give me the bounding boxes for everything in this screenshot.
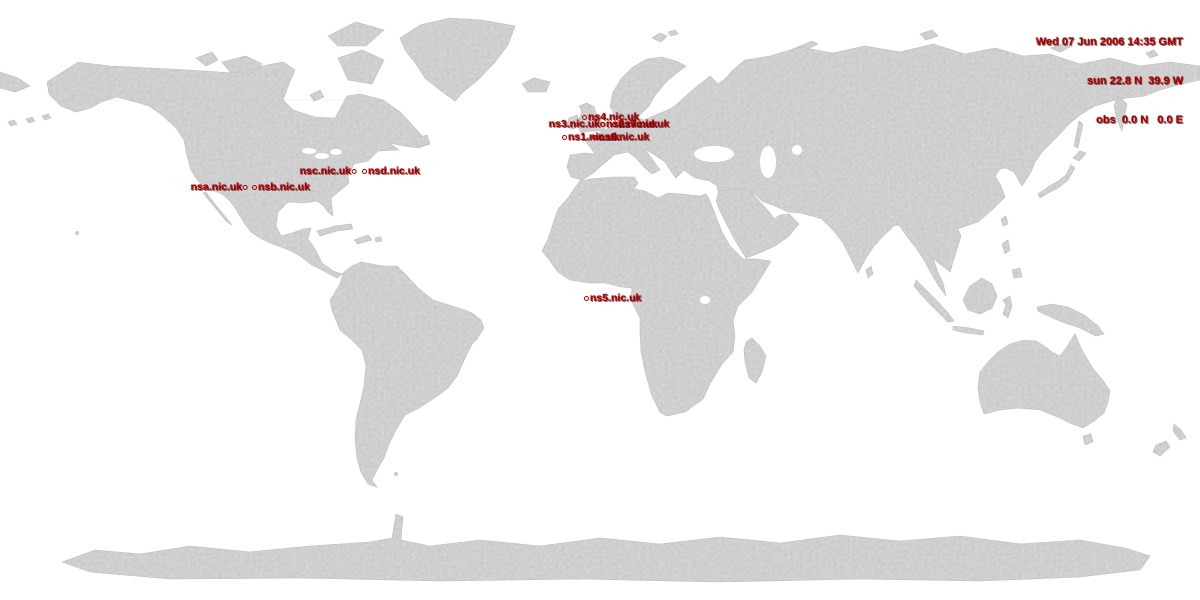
marker-label: ns7.nic.uk — [618, 118, 670, 130]
marker-dot-icon — [582, 114, 587, 120]
marker-dot-icon — [612, 121, 617, 127]
marker-dot-icon — [362, 168, 367, 174]
marker-ns3: ns3.nic.uk — [549, 118, 606, 130]
marker-ns7: ns7.nic.uk — [612, 118, 669, 130]
marker-label: ns2.nic.uk — [606, 118, 658, 130]
marker-label: ns4.nic.uk — [588, 111, 640, 123]
marker-nsc: nsc.nic.uk — [300, 165, 357, 177]
marker-nsa: nsa.nic.uk — [191, 181, 248, 193]
landmasses — [0, 17, 1200, 583]
marker-label: ns6.nic.uk — [598, 131, 650, 143]
marker-ns2: ns2.nic.uk — [600, 118, 657, 130]
inland-seas — [302, 145, 802, 304]
marker-nsb: nsb.nic.uk — [252, 181, 310, 193]
sun-position-line: sun 22.8 N 39.9 W — [1087, 75, 1183, 87]
marker-label: ns5.nic.uk — [590, 292, 642, 304]
marker-label: nsd.nic.uk — [368, 165, 420, 177]
marker-label: nsc.nic.uk — [299, 165, 351, 177]
marker-nsd: nsd.nic.uk — [362, 165, 420, 177]
marker-label: nsa.nic.uk — [190, 181, 242, 193]
marker-dot-icon — [600, 121, 605, 127]
status-overlay: Wed 07 Jun 2006 14:35 GMT sun 22.8 N 39.… — [1036, 10, 1183, 153]
marker-dot-icon — [243, 184, 248, 190]
marker-ns5: ns5.nic.uk — [584, 292, 641, 304]
marker-dot-icon — [562, 134, 567, 140]
observer-position-line: obs 0.0 N 0.0 E — [1096, 114, 1183, 126]
marker-dot-icon — [352, 168, 357, 174]
marker-ns6: ns6.nic.uk — [592, 131, 649, 143]
marker-dot-icon — [584, 295, 589, 301]
marker-dot-icon — [592, 134, 597, 140]
marker-ns4: ns4.nic.uk — [582, 111, 639, 123]
marker-label: nsb.nic.uk — [258, 181, 310, 193]
marker-label: ns3.nic.uk — [548, 118, 600, 130]
marker-dot-icon — [252, 184, 257, 190]
datetime-line: Wed 07 Jun 2006 14:35 GMT — [1035, 36, 1183, 48]
